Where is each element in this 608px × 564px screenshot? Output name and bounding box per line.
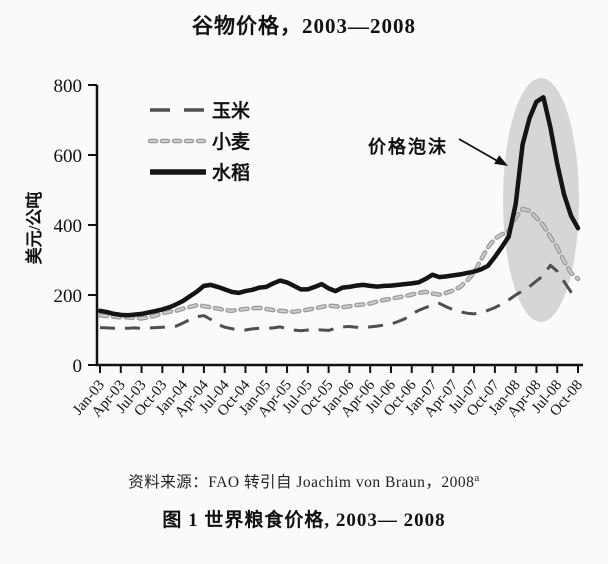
chart-title: 谷物价格，2003—2008 [192,14,416,38]
series-line-rice [97,95,581,318]
source-text: 资料来源：FAO 转引自 Joachim von Braun，2008 [128,474,475,491]
legend-label-corn: 玉米 [212,99,251,122]
annotation-arrow-head [494,155,508,166]
source-note: 资料来源：FAO 转引自 Joachim von Braun，2008a [0,470,608,492]
series-line-wheat-inner [99,207,579,320]
bubble-annotation-label: 价格泡沫 [368,136,448,157]
figure-caption: 图 1 世界粮食价格, 2003— 2008 [162,510,446,531]
y-tick-label: 0 [73,356,83,377]
series-line-corn [99,263,580,333]
legend-item-rice: 水稻 [150,161,250,184]
y-tick-label: 600 [54,146,83,167]
legend-item-wheat: 小麦 [147,130,251,153]
y-tick-label: 200 [54,286,83,307]
grain-price-line-chart: 0200400600800Jan-03Apr-03Jul-03Oct-03Jan… [24,76,586,421]
source-superscript: a [474,471,480,484]
legend-label-wheat: 小麦 [212,130,251,153]
legend-item-corn: 玉米 [150,99,251,122]
annotation-arrow-line [458,138,502,164]
y-tick-label: 800 [54,76,83,97]
legend-label-rice: 水稻 [212,161,250,184]
y-tick-label: 400 [54,216,83,237]
y-axis-title: 美元/公吨 [24,192,44,265]
